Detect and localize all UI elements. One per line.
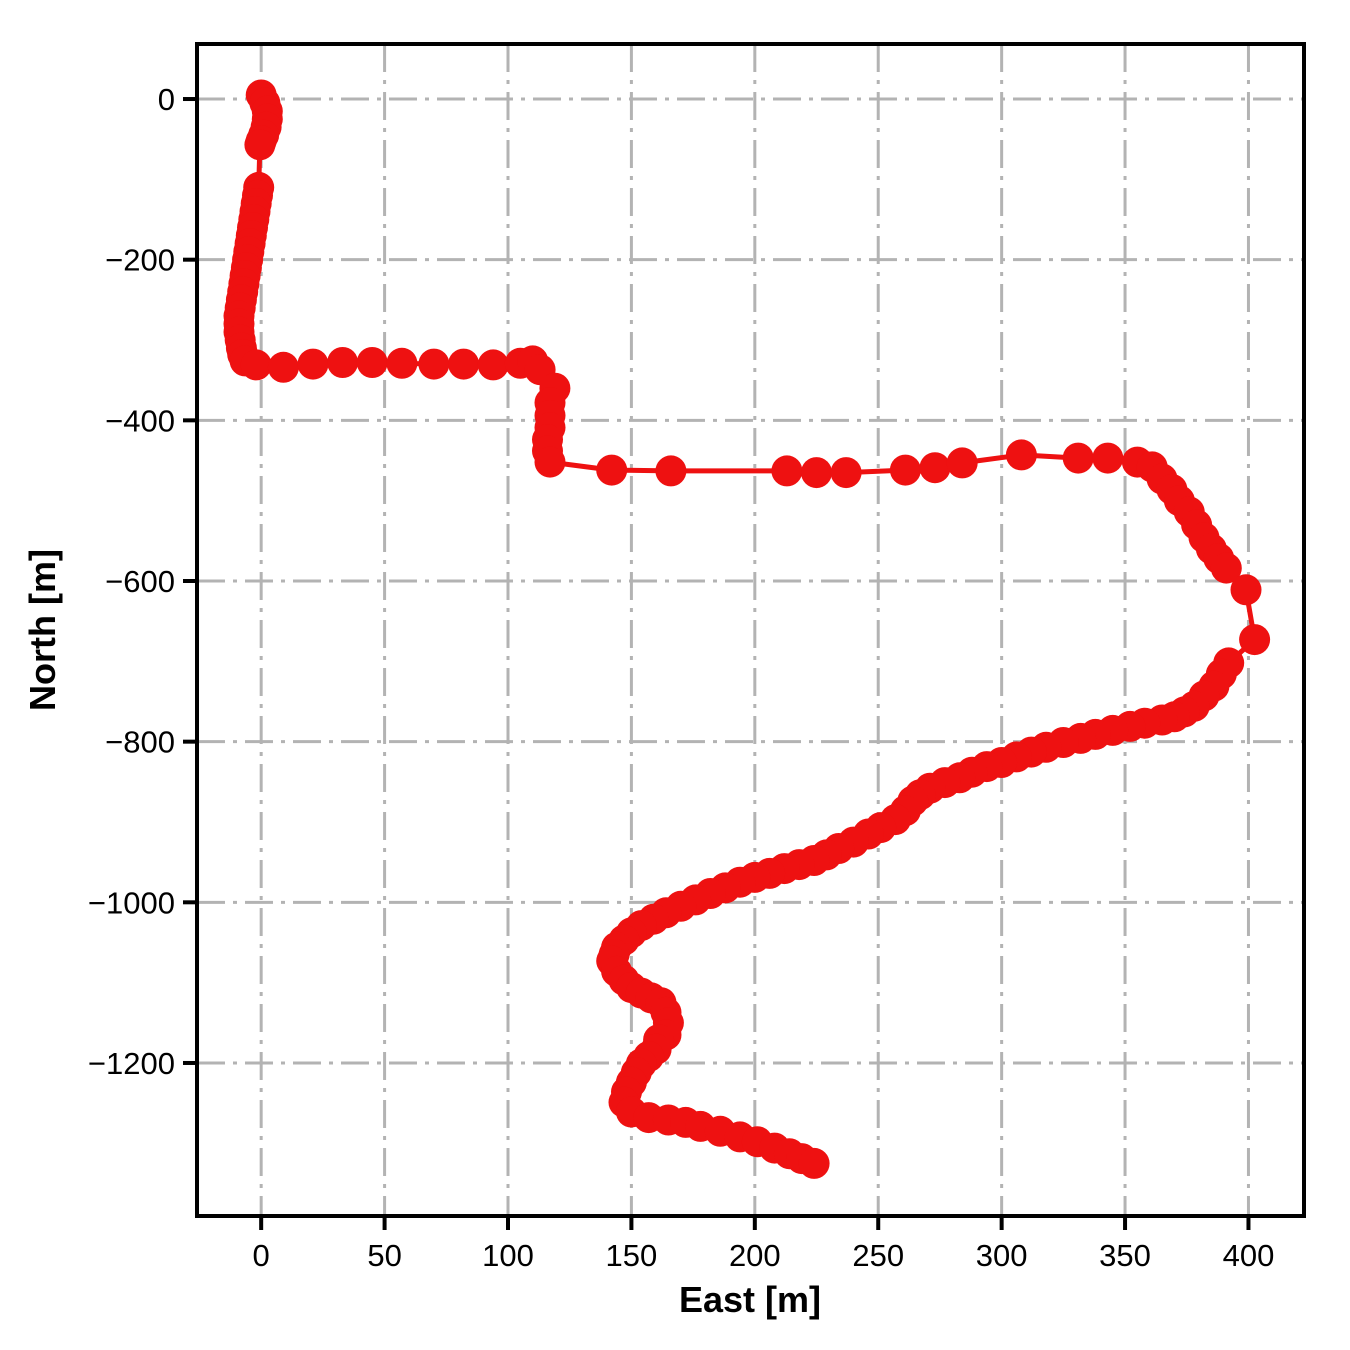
trajectory-point (356, 347, 388, 378)
y-tick-label: −600 (105, 564, 175, 599)
trajectory-point (327, 347, 359, 378)
plot-border (195, 42, 1306, 1218)
trajectory-point (801, 457, 832, 489)
trajectory-point (771, 455, 803, 487)
trajectory-point (534, 446, 566, 478)
trajectory-point (655, 455, 687, 487)
trajectory-point (418, 348, 450, 380)
trajectory-point (386, 347, 418, 379)
x-tick-label: 400 (1223, 1238, 1275, 1273)
trajectory-point (946, 447, 978, 479)
trajectory-point (297, 348, 329, 380)
trajectory-point (240, 349, 272, 381)
trajectory-point (477, 349, 509, 381)
x-tick-label: 50 (367, 1238, 401, 1273)
trajectory-point (919, 452, 951, 484)
y-tick-label: −800 (105, 725, 175, 760)
y-tick-label: −1000 (88, 885, 175, 920)
trajectory-line (236, 92, 1258, 1166)
trajectory-point (267, 351, 299, 383)
trajectory-point (1062, 442, 1094, 474)
trajectory-point (244, 129, 276, 161)
y-tick-label: −400 (105, 403, 175, 438)
x-axis-label: East [m] (679, 1279, 821, 1320)
axis-tick-labels: 0 50 100 150 200 250 300 350 400 0 −200 −400 −600 −80… (88, 82, 1274, 1273)
y-tick-label: −1200 (88, 1046, 175, 1081)
y-tick-label: 0 (158, 82, 175, 117)
y-tick-label: −200 (105, 243, 175, 278)
trajectory-series (223, 79, 1271, 1179)
trajectory-point (1230, 574, 1262, 606)
trajectory-point (448, 348, 480, 380)
axes-spines (195, 42, 1306, 1218)
trajectory-point (1005, 439, 1037, 471)
trajectory-point (889, 454, 921, 486)
trajectory-point (1239, 624, 1271, 656)
axis-ticks (183, 97, 1251, 1230)
x-tick-label: 350 (1099, 1238, 1151, 1273)
x-tick-label: 0 (253, 1238, 270, 1273)
x-tick-label: 100 (482, 1238, 534, 1273)
x-tick-label: 250 (852, 1238, 904, 1273)
grid-layer (197, 44, 1304, 1216)
trajectory-point (596, 454, 628, 486)
y-axis-label: North [m] (22, 549, 63, 711)
x-tick-label: 200 (729, 1238, 781, 1273)
x-tick-label: 300 (976, 1238, 1028, 1273)
trajectory-point (1092, 442, 1124, 474)
x-tick-label: 150 (606, 1238, 658, 1273)
trajectory-point (830, 457, 862, 489)
trajectory-point (1210, 552, 1242, 584)
trajectory-point (798, 1147, 830, 1179)
